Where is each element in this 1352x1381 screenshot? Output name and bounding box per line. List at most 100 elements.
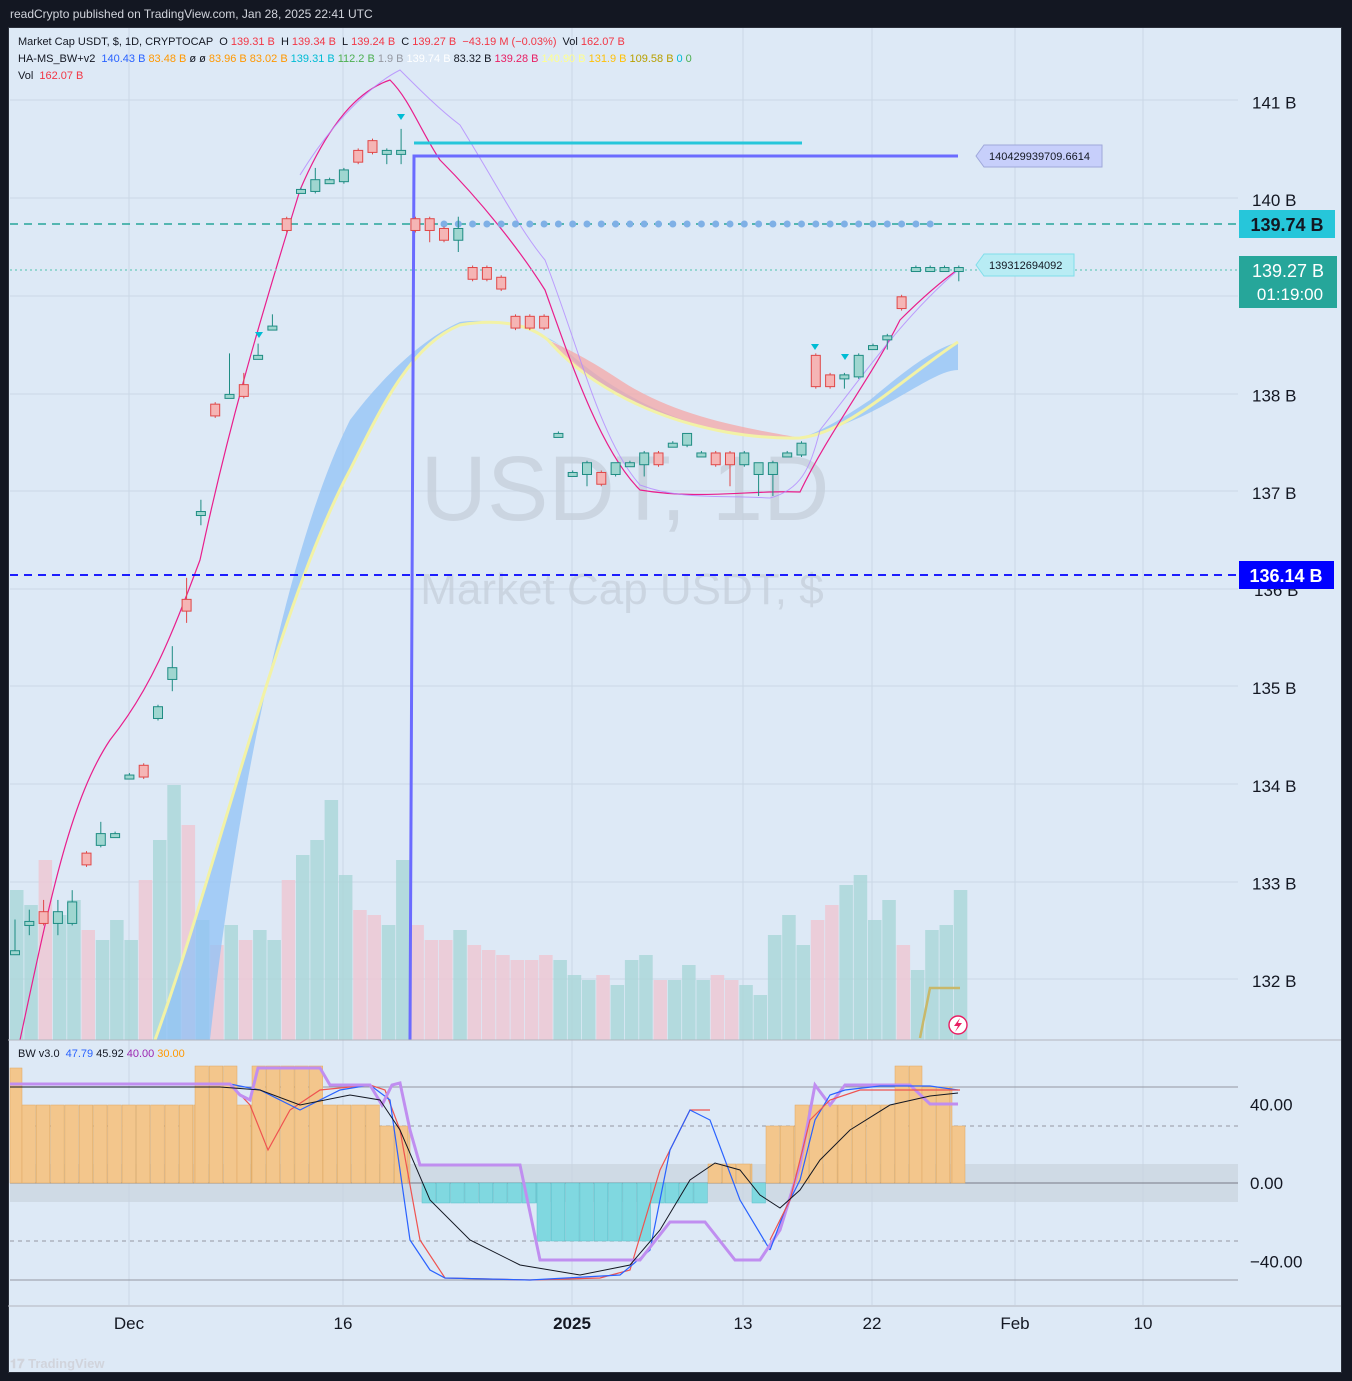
volume-bar: [639, 955, 653, 1040]
candle-body: [953, 267, 964, 273]
legend-indicator-name: HA-MS_BW+v2: [18, 53, 96, 65]
osc-hist-bar: [209, 1065, 224, 1184]
candle-body: [710, 452, 721, 466]
dot-marker: [612, 220, 620, 228]
price-axis[interactable]: 141 B 140 B 138 B 137 B 135 B 134 B 133 B 132 B: [1252, 94, 1296, 991]
price-tick: 133 B: [1252, 874, 1296, 893]
candle-body: [667, 442, 678, 448]
osc-hist-bar: [493, 1182, 508, 1204]
legend-volume-value: 162.07 B: [39, 70, 84, 82]
legend-symbol: Market Cap USDT, $, 1D, CRYPTOCAP: [18, 36, 214, 48]
signal-arrows: [255, 114, 849, 360]
price-label-current: 139.27 B 01:19:00: [1239, 256, 1337, 308]
candle-body: [10, 950, 20, 956]
legend-indicator-value: 83.32 B: [453, 53, 492, 65]
legend-row-main[interactable]: Market Cap USDT, $, 1D, CRYPTOCAP O 139.3…: [18, 36, 628, 48]
dot-marker: [626, 220, 634, 228]
volume-bar: [610, 985, 625, 1040]
osc-hist-bar: [909, 1065, 923, 1184]
volume-bar: [81, 930, 95, 1040]
dot-marker: [726, 220, 734, 228]
volume-bar: [496, 955, 510, 1040]
legend-indicator-value: 83.02 B: [249, 53, 288, 65]
candle-body: [796, 442, 807, 456]
volume-bar: [95, 940, 110, 1040]
osc-hist-bar: [536, 1182, 551, 1242]
dot-marker: [755, 220, 763, 228]
osc-hist-bar: [351, 1104, 366, 1184]
osc-hist-bar: [50, 1104, 65, 1184]
legend-high: 139.34 B: [291, 36, 336, 48]
candle-body: [782, 452, 793, 458]
oscillator-axis[interactable]: 40.00 0.00 −40.00: [1250, 1096, 1302, 1272]
candle-body: [310, 179, 321, 192]
candle-body: [682, 432, 693, 446]
lightning-icon[interactable]: [948, 1015, 968, 1035]
osc-hist-bar: [593, 1182, 608, 1242]
ribbon-band-red: [548, 340, 800, 439]
tv-brand: TradingView: [28, 1356, 105, 1371]
callout-lower-text: 139312694092: [989, 260, 1062, 272]
callout-lower[interactable]: 139312694092: [975, 253, 1075, 277]
dot-marker: [855, 220, 863, 228]
candlestick-series[interactable]: [10, 128, 964, 956]
volume-bar: [481, 950, 496, 1040]
osc-tick: 0.00: [1250, 1174, 1283, 1193]
candle-body: [338, 169, 349, 183]
price-label-lower-text: 136.14 B: [1249, 566, 1322, 586]
legend-indicator-value: ø: [189, 53, 197, 65]
candle-body: [882, 335, 893, 341]
volume-bar: [267, 940, 281, 1040]
legend-low-label: L: [342, 36, 349, 48]
dot-marker: [440, 220, 448, 228]
dot-marker: [597, 220, 605, 228]
osc-tick: 40.00: [1250, 1096, 1293, 1115]
dot-marker: [526, 220, 534, 228]
olive-step-line: [918, 986, 960, 1039]
candle-body: [610, 462, 621, 475]
legend-row-volume[interactable]: Vol 162.07 B: [18, 70, 86, 82]
volume-bar: [410, 925, 424, 1040]
osc-hist-bar: [464, 1182, 479, 1204]
osc-hist-bar: [379, 1125, 394, 1184]
volume-bar: [424, 940, 439, 1040]
volume-histogram: [10, 785, 968, 1040]
osc-hist-bar: [823, 1104, 838, 1184]
candle-body: [153, 706, 163, 719]
watermark-ticker: USDT, 1D: [421, 438, 830, 540]
candle-body: [567, 471, 578, 477]
candle-body: [453, 227, 464, 241]
purple-step-line[interactable]: [408, 154, 958, 1041]
candle-body: [553, 432, 564, 438]
legend-oscillator[interactable]: BW v3.0 47.79 45.92 40.00 30.00: [18, 1048, 188, 1060]
time-label: Dec: [114, 1314, 145, 1333]
volume-bar: [810, 920, 825, 1040]
candle-body: [510, 315, 521, 329]
callout-upper[interactable]: 140429939709.6614: [975, 144, 1103, 168]
dot-marker: [798, 220, 805, 228]
candle-body: [367, 140, 378, 153]
volume-bar: [939, 925, 953, 1040]
legend-indicator-value: ø: [199, 53, 206, 65]
osc-blue-line: [10, 1083, 771, 1281]
time-axis[interactable]: Dec 16 2025 13 22 Feb 10: [114, 1314, 1153, 1333]
candle-body: [253, 354, 264, 360]
candle-body: [810, 354, 821, 388]
price-tick: 134 B: [1252, 777, 1296, 796]
magenta-line: [19, 79, 961, 1041]
osc-hist-bar: [852, 1104, 867, 1184]
candle-body: [67, 901, 78, 924]
candle-body: [539, 315, 550, 329]
candle-body: [524, 315, 535, 329]
legend-indicator-value: 139.74 B: [406, 53, 451, 65]
price-tick: 137 B: [1252, 484, 1296, 503]
publisher-header: readCrypto published on TradingView.com,…: [10, 7, 373, 21]
osc-hist-bar: [921, 1086, 936, 1184]
volume-bar: [682, 965, 696, 1040]
tradingview-logo: 𝟏𝟕 TradingView: [10, 1356, 104, 1372]
candle-body: [296, 188, 306, 194]
volume-bar: [10, 890, 24, 1040]
candle-body: [753, 462, 764, 475]
